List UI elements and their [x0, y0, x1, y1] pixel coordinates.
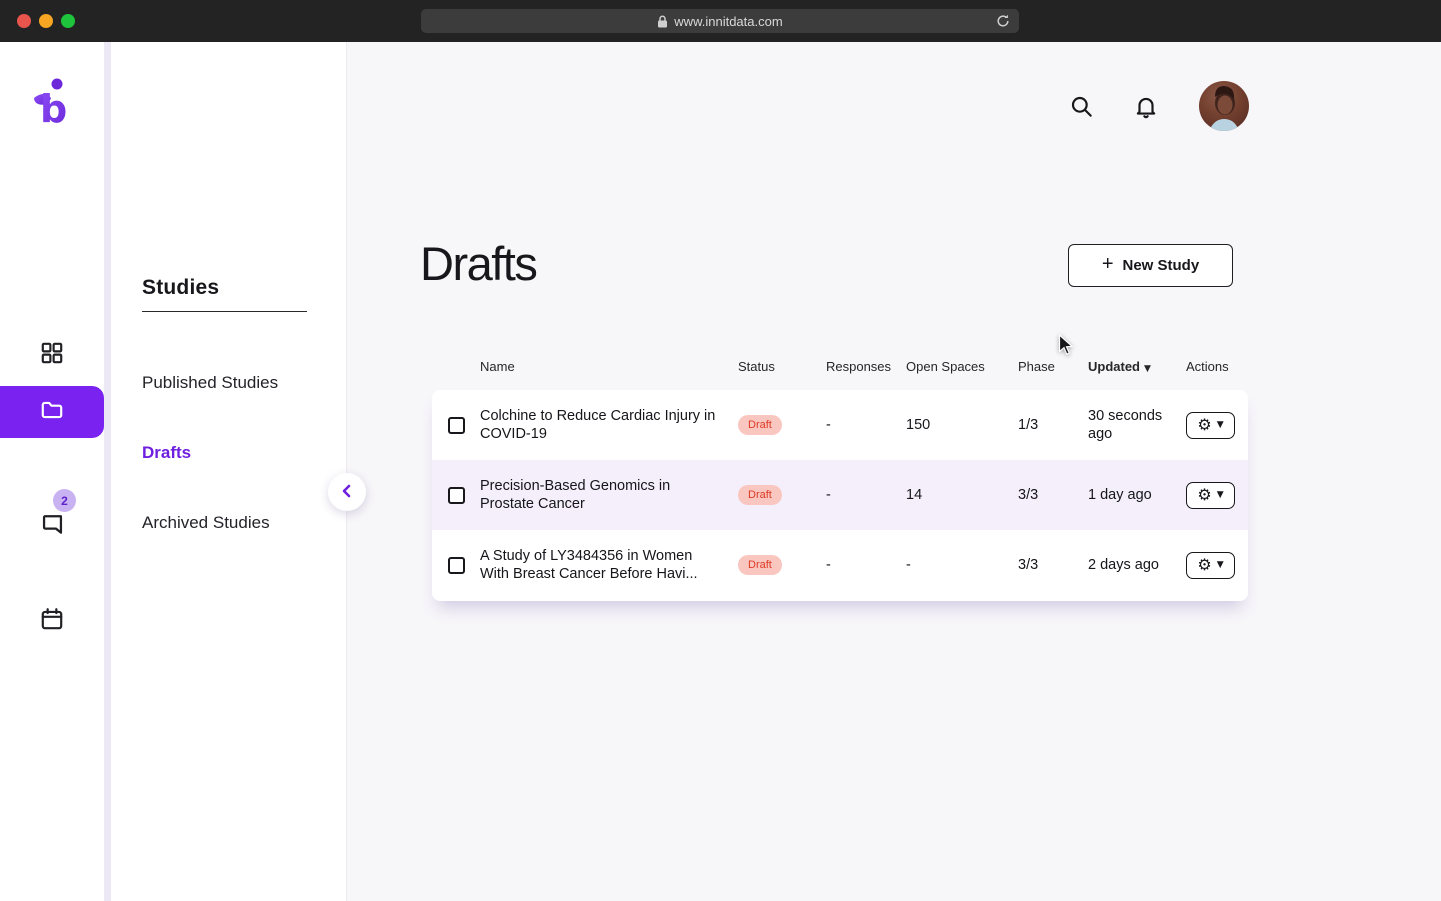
column-updated-sort[interactable]: Updated ▼ — [1088, 359, 1151, 374]
column-name[interactable]: Name — [480, 359, 515, 374]
mouse-cursor — [1058, 333, 1076, 361]
search-icon[interactable] — [1069, 94, 1095, 120]
updated-value: 2 days ago — [1088, 556, 1159, 573]
collapse-panel-button[interactable] — [328, 473, 366, 511]
window-close-button[interactable] — [17, 14, 31, 28]
gear-icon: ⚙ — [1197, 485, 1212, 504]
table-header: Name Status Responses Open Spaces Phase … — [432, 359, 1248, 374]
phase-value: 3/3 — [1018, 557, 1039, 573]
open-spaces-value: 150 — [906, 417, 931, 433]
chevron-left-icon — [339, 483, 355, 502]
new-study-button[interactable]: + New Study — [1068, 244, 1233, 287]
user-avatar[interactable] — [1199, 81, 1249, 131]
column-status[interactable]: Status — [738, 359, 775, 374]
column-actions: Actions — [1186, 359, 1229, 374]
phase-value: 1/3 — [1018, 417, 1039, 433]
gear-icon: ⚙ — [1197, 555, 1212, 574]
drafts-table: Colchine to Reduce Cardiac Injury in COV… — [432, 390, 1248, 601]
study-name[interactable]: Colchine to Reduce Cardiac Injury in COV… — [480, 407, 716, 442]
grid-icon — [39, 340, 65, 371]
chevron-down-icon: ▼ — [1216, 560, 1224, 570]
table-row[interactable]: Precision-Based Genomics in Prostate Can… — [432, 460, 1248, 530]
responses-value: - — [826, 557, 831, 573]
column-responses[interactable]: Responses — [826, 359, 892, 374]
new-study-label: New Study — [1122, 257, 1200, 274]
browser-chrome: www.innitdata.com — [0, 0, 1441, 42]
app-window: b 2 — [0, 42, 1441, 901]
url-text: www.innitdata.com — [674, 13, 783, 29]
innitdata-logo[interactable]: b — [22, 70, 82, 134]
row-actions-button[interactable]: ⚙ ▼ — [1186, 481, 1235, 509]
lock-icon — [657, 15, 668, 28]
phase-value: 3/3 — [1018, 487, 1039, 503]
calendar-icon — [39, 606, 65, 637]
nav-drafts[interactable]: Drafts — [142, 443, 192, 462]
chevron-down-icon: ▼ — [1216, 490, 1224, 500]
address-bar[interactable]: www.innitdata.com — [421, 9, 1019, 33]
gear-icon: ⚙ — [1197, 415, 1212, 434]
row-checkbox[interactable] — [447, 556, 465, 574]
table-row[interactable]: A Study of LY3484356 in Women With Breas… — [432, 530, 1248, 600]
studies-panel: Studies Published Studies Drafts Archive… — [111, 42, 347, 901]
window-minimize-button[interactable] — [39, 14, 53, 28]
row-checkbox[interactable] — [447, 486, 465, 504]
folder-icon — [39, 397, 65, 428]
status-badge: Draft — [738, 485, 782, 505]
sidebar-item-dashboard[interactable] — [0, 329, 104, 381]
sidebar-item-messages[interactable] — [0, 500, 104, 552]
open-spaces-value: 14 — [906, 487, 923, 503]
responses-value: - — [826, 417, 831, 433]
sidebar-item-studies[interactable] — [0, 386, 104, 438]
sort-desc-icon: ▼ — [1144, 364, 1151, 374]
window-zoom-button[interactable] — [61, 14, 75, 28]
column-phase[interactable]: Phase — [1018, 359, 1055, 374]
nav-published-studies[interactable]: Published Studies — [142, 373, 279, 392]
row-actions-button[interactable]: ⚙ ▼ — [1186, 411, 1235, 439]
sidebar-scrollbar[interactable] — [104, 42, 111, 901]
table-row[interactable]: Colchine to Reduce Cardiac Injury in COV… — [432, 390, 1248, 460]
row-actions-button[interactable]: ⚙ ▼ — [1186, 551, 1235, 579]
status-badge: Draft — [738, 415, 782, 435]
messages-count-badge: 2 — [53, 489, 76, 512]
icon-sidebar: b 2 — [0, 42, 104, 901]
column-open-spaces[interactable]: Open Spaces — [906, 359, 985, 374]
reload-icon[interactable] — [995, 13, 1011, 29]
study-name[interactable]: Precision-Based Genomics in Prostate Can… — [480, 477, 671, 512]
study-name[interactable]: A Study of LY3484356 in Women With Breas… — [480, 547, 698, 582]
chevron-down-icon: ▼ — [1216, 420, 1224, 430]
notifications-bell-icon[interactable] — [1133, 93, 1159, 119]
updated-value: 30 seconds ago — [1088, 407, 1163, 442]
panel-title: Studies — [142, 276, 307, 312]
main-content: Drafts + New Study Name Status Responses… — [347, 42, 1441, 901]
page-title: Drafts — [420, 237, 538, 290]
row-checkbox[interactable] — [447, 416, 465, 434]
svg-text:b: b — [40, 87, 67, 131]
responses-value: - — [826, 487, 831, 503]
plus-icon: + — [1101, 253, 1114, 275]
chat-icon — [39, 510, 66, 542]
open-spaces-value: - — [906, 557, 911, 573]
sidebar-item-calendar[interactable] — [0, 595, 104, 647]
nav-archived-studies[interactable]: Archived Studies — [142, 513, 270, 532]
updated-value: 1 day ago — [1088, 486, 1152, 503]
status-badge: Draft — [738, 555, 782, 575]
